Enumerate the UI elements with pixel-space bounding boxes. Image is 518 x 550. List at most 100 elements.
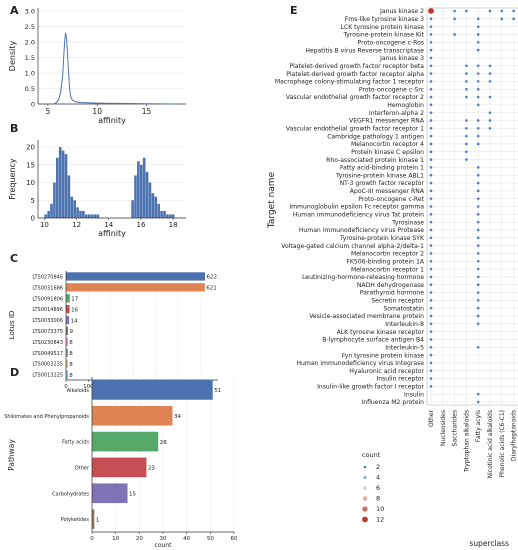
panel-e-target-label: Cambridge pathology 1 antigen (327, 133, 424, 140)
panel-e-data-point (465, 158, 468, 161)
panel-b-histogram-bar (76, 207, 79, 218)
panel-a-x-tick-label: 15 (142, 107, 152, 116)
panel-d-pathway-bar-chart: Alkaloids 51 Shikimates and Phenylpropanoi… (4, 377, 238, 549)
panel-e-data-point (429, 322, 433, 326)
panel-e-target-label: Human immunodeficiency virus Integrase (296, 360, 424, 367)
panel-e-data-point (488, 127, 492, 130)
panel-b-histogram-bar (84, 214, 88, 218)
panel-d-value-label: 23 (148, 466, 155, 472)
panel-e-x-axis-label: superclass (469, 539, 509, 548)
panel-b-histogram-bar (96, 214, 100, 218)
panel-e-data-point (428, 8, 434, 14)
panel-e-data-point (429, 306, 433, 310)
panel-b-histogram-bar (134, 175, 137, 218)
panel-c-category-label: LTS0270846 (32, 274, 63, 280)
panel-c-bar (66, 348, 68, 357)
panel-a-y-tick-label: 2.0 (25, 39, 35, 47)
panel-d-value-label: 15 (129, 491, 136, 497)
panel-e-data-point (429, 385, 433, 388)
panel-e-data-point (429, 17, 433, 21)
panel-e-data-point (476, 103, 480, 107)
panel-c-bar (66, 337, 68, 346)
panel-c-bar (66, 294, 70, 303)
panel-e-target-label: Proto-oncogene c-Src (359, 86, 424, 93)
panel-e-data-point (429, 345, 433, 349)
panel-b-x-tick-label: 10 (40, 221, 49, 229)
panel-e-data-point (429, 283, 433, 287)
panel-b-histogram-bar (50, 203, 53, 218)
panel-e-legend-marker (362, 506, 368, 512)
panel-b-histogram-bar (157, 203, 160, 218)
panel-d-bar (92, 457, 147, 478)
panel-c-bar (66, 370, 68, 379)
panel-e-data-point (476, 400, 480, 404)
panel-c-bar (66, 326, 69, 336)
panel-e-data-point (465, 142, 468, 146)
panel-d-value-label: 28 (160, 440, 167, 446)
panel-e-data-point (429, 33, 433, 36)
panel-b-histogram-bar (171, 214, 175, 218)
panel-e-data-point (488, 95, 492, 99)
panel-e-superclass-label: Tryptophan alkaloids (463, 410, 470, 473)
panel-d-category-label: Shikimates and Phenylpropanoids (4, 414, 89, 420)
panel-e-data-point (429, 158, 433, 161)
panel-a-x-tick-label: 10 (92, 107, 102, 116)
panel-e-data-point (476, 119, 480, 122)
panel-a-x-axis-label: affinity (98, 116, 126, 125)
panel-a-density-line (53, 32, 177, 105)
panel-d-value-label: 51 (214, 388, 221, 394)
panel-d-x-tick-label: 0 (90, 536, 94, 542)
panel-c-value-label: 17 (71, 296, 78, 302)
panel-e-target-label: Rho-associated protein kinase 1 (326, 157, 424, 164)
panel-e-target-label: ALK tyrosine kinase receptor (337, 329, 425, 336)
panel-b-histogram-bar (160, 210, 163, 218)
panel-e-data-point (476, 17, 480, 21)
panel-b-histogram-bar (93, 214, 97, 218)
panel-e-target-label: Voltage-gated calcium channel alpha-2/de… (281, 243, 424, 250)
panel-b-histogram-bar (67, 175, 71, 218)
panel-e-data-point (429, 205, 433, 208)
panel-e-target-label: Vascular endothelial growth factor recep… (286, 94, 424, 101)
panel-e-target-label: Secretin receptor (371, 298, 424, 305)
panel-a-plot-area (38, 8, 186, 104)
panel-e-data-point (476, 48, 480, 52)
panel-e-data-point (476, 166, 480, 169)
panel-e-target-label: Melanocortin receptor 1 (351, 266, 424, 273)
panel-e-data-point (465, 87, 468, 91)
panel-e-legend-marker (362, 496, 368, 501)
panel-e-target-label: Interleukin-8 (385, 321, 424, 328)
panel-b-histogram-bar (151, 193, 155, 218)
panel-b-histogram-bar (145, 171, 149, 218)
panel-e-data-point (476, 33, 480, 36)
panel-e-data-point (429, 275, 433, 279)
panel-e-data-point (476, 181, 480, 185)
panel-e-data-point (476, 220, 480, 224)
panel-b-histogram-bar (44, 214, 48, 218)
panel-e-data-point (429, 48, 433, 52)
panel-d-bar (92, 380, 213, 400)
panel-b-histogram-bar (47, 210, 50, 218)
panel-c-category-label: LTS0230843 (32, 340, 63, 346)
panel-e-data-point (476, 252, 480, 255)
panel-e-target-label: Vesicle-associated membrane protein (309, 313, 424, 320)
panel-e-superclass-label: Nucleosides (440, 410, 447, 446)
panel-a-x-tick-label: 5 (45, 107, 50, 116)
panel-b-histogram-bar (154, 196, 158, 218)
panel-e-target-label: Tyrosine-protein kinase SYK (339, 235, 425, 242)
panel-letter-a: A (10, 4, 19, 17)
panel-d-bar (92, 405, 173, 426)
panel-e-target-label: Interferon-alpha 2 (369, 110, 424, 117)
panel-e-data-point (500, 9, 504, 13)
panel-e-superclass-label: Saccharides (452, 410, 459, 446)
panel-e-data-point (476, 267, 480, 271)
panel-e-data-point (429, 361, 433, 365)
panel-e-superclass-label: Fatty acyls (475, 410, 482, 442)
panel-b-y-tick-label: 20 (26, 144, 35, 152)
panel-b-histogram-bar (168, 214, 172, 218)
panel-a-y-tick-label: 0 (31, 101, 35, 109)
panel-c-value-label: 8 (69, 373, 73, 379)
panel-d-category-label: Polyketides (61, 517, 90, 523)
panel-e-data-point (429, 56, 433, 60)
panel-e-data-point (465, 150, 468, 154)
panel-e-data-point (488, 80, 492, 83)
